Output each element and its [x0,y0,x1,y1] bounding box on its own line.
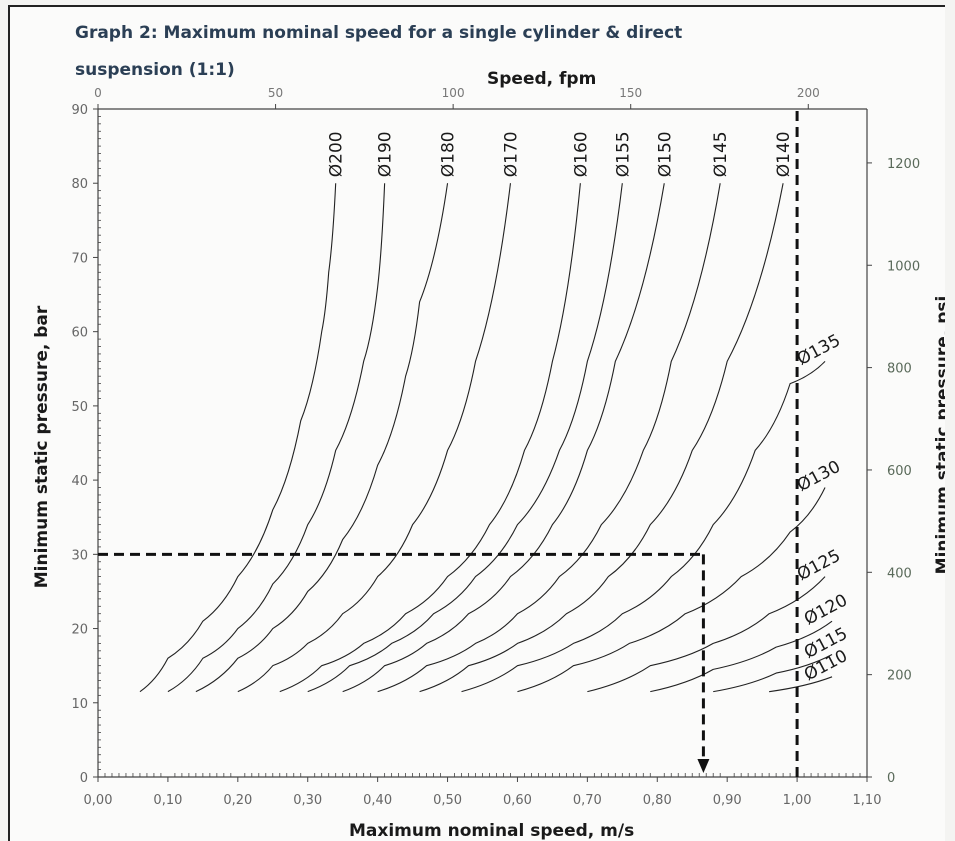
curve-label: Ø190 [376,131,396,177]
curve-label: Ø180 [439,131,459,177]
curve-label: Ø200 [327,131,347,177]
curve-Ø200 [139,183,337,693]
y-tick-label: 90 [71,103,88,118]
right-tick-label: 200 [887,669,912,684]
x-tick-label: 0,30 [293,793,322,808]
curve-Ø160 [279,183,581,693]
y-tick-label: 40 [71,474,88,489]
x-tick-label: 0,10 [153,793,182,808]
x-tick-label: 0,00 [84,793,113,808]
curve-label: Ø125 [794,546,844,585]
curve-Ø155 [307,183,623,693]
x-tick-label: 0,20 [223,793,252,808]
axes-group: 0 10 20 30 40 50 60 70 80 90 0,00 0,10 0,20 0,30 0,40 0… [71,86,920,808]
top-tick-label: 150 [619,86,642,100]
curve-label: Ø140 [774,131,794,177]
curve-Ø180 [195,183,449,693]
y-tick-label: 10 [71,697,88,712]
top-tick-label: 0 [94,86,102,100]
right-tick-label: 0 [887,771,895,786]
chart-svg: Graph 2: Maximum nominal speed for a sin… [32,23,945,841]
curve-Ø170 [237,183,512,693]
x-tick-label: 0,40 [363,793,392,808]
y-axis-title: Minimum static pressure, bar [32,305,52,588]
curve-label: Ø160 [571,131,591,177]
curve-Ø130 [517,487,826,693]
curve-Ø145 [377,183,721,693]
chart-frame: Graph 2: Maximum nominal speed for a sin… [8,5,945,841]
x-tick-label: 0,50 [433,793,462,808]
y-tick-label: 0 [80,771,88,786]
curve-label: Ø170 [501,131,521,177]
y-tick-label: 30 [71,548,88,563]
chart-title-line2: suspension (1:1) [75,60,235,80]
top-tick-label: 50 [268,86,283,100]
down-arrow-head [697,759,710,773]
curve-Ø125 [587,576,826,693]
y-tick-label: 50 [71,400,88,415]
curve-label: Ø130 [794,457,844,496]
curve-Ø150 [342,183,665,693]
top-axis-title: Speed, fpm [487,69,596,89]
right-tick-label: 1200 [887,157,920,172]
x-tick-label: 0,60 [503,793,532,808]
right-tick-label: 600 [887,464,912,479]
curve-label: Ø155 [613,131,633,177]
curve-label: Ø145 [711,131,731,177]
x-tick-label: 1,00 [783,793,812,808]
right-tick-label: 1000 [887,259,920,274]
curves-group: Ø200 Ø190 Ø180 Ø170 Ø160 Ø155 Ø150 Ø145 Ø140 Ø135… [139,131,851,693]
right-axis-title: Minimum static pressure, psi [933,296,945,575]
curve-Ø120 [650,620,833,693]
top-tick-label: 100 [442,86,465,100]
x-axis-title: Maximum nominal speed, m/s [349,821,634,841]
chart-title-line1: Graph 2: Maximum nominal speed for a sin… [75,23,682,43]
right-tick-label: 800 [887,362,912,377]
curve-Ø190 [167,183,386,693]
curve-Ø110 [769,676,833,693]
curve-Ø140 [419,183,784,693]
y-tick-label: 60 [71,326,88,341]
y-tick-label: 80 [71,177,88,192]
curve-label: Ø120 [801,590,851,629]
x-tick-label: 1,10 [853,793,882,808]
x-tick-label: 0,70 [573,793,602,808]
curve-label: Ø135 [794,331,844,370]
x-tick-label: 0,90 [713,793,742,808]
curve-Ø135 [461,360,826,693]
guide-lines-group [98,111,799,777]
x-tick-label: 0,80 [643,793,672,808]
top-tick-label: 200 [797,86,820,100]
curve-label: Ø150 [655,131,675,177]
right-tick-label: 400 [887,566,912,581]
y-tick-label: 20 [71,623,88,638]
y-tick-label: 70 [71,251,88,266]
curve-Ø115 [713,654,833,693]
